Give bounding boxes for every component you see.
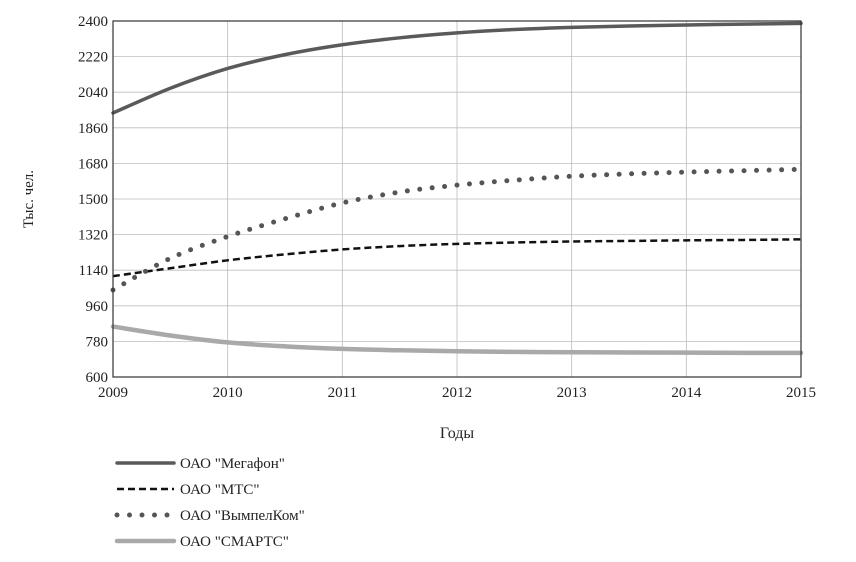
legend-item: ОАО "МТС" bbox=[117, 482, 260, 498]
grid bbox=[112, 20, 802, 378]
y-tick-label: 1500 bbox=[78, 192, 108, 208]
x-tick-label: 2013 bbox=[557, 385, 587, 401]
x-tick-label: 2009 bbox=[98, 385, 128, 401]
legend-label: ОАО "МТС" bbox=[180, 482, 260, 498]
plot-frame bbox=[112, 20, 802, 378]
series-line-1 bbox=[111, 21, 803, 115]
legend: ОАО "Мегафон" ОАО "МТС" ОАО "ВымпелКом" ОАО… bbox=[114, 456, 305, 550]
y-axis-ticks: 600 780 960 1140 1320 1500 1680 1860 2040 2220 240… bbox=[78, 14, 108, 386]
x-tick-label: 2010 bbox=[213, 385, 243, 401]
x-tick-label: 2011 bbox=[328, 385, 357, 401]
x-tick-label: 2012 bbox=[442, 385, 472, 401]
x-axis-ticks: 2009 2010 2011 2012 2013 2014 2015 bbox=[98, 385, 816, 401]
y-tick-label: 1320 bbox=[78, 228, 108, 244]
x-tick-label: 2014 bbox=[671, 385, 702, 401]
series-lines bbox=[110, 21, 804, 356]
x-axis-label: Годы bbox=[440, 425, 475, 442]
y-tick-label: 2040 bbox=[78, 85, 108, 101]
legend-item: ОАО "СМАРТС" bbox=[114, 534, 289, 550]
legend-label: ОАО "Мегафон" bbox=[180, 456, 285, 472]
y-tick-label: 780 bbox=[86, 334, 109, 350]
y-tick-label: 2220 bbox=[78, 50, 108, 66]
legend-item: ОАО "ВымпелКом" bbox=[114, 508, 305, 524]
y-tick-label: 1860 bbox=[78, 121, 108, 137]
series-line-3 bbox=[110, 166, 804, 293]
y-tick-label: 1140 bbox=[79, 263, 108, 279]
legend-item: ОАО "Мегафон" bbox=[115, 456, 285, 472]
legend-label: ОАО "СМАРТС" bbox=[180, 534, 289, 550]
y-tick-label: 960 bbox=[86, 299, 109, 315]
y-tick-label: 600 bbox=[86, 370, 109, 386]
y-axis-label: Тыс. чел. bbox=[21, 170, 37, 228]
x-tick-label: 2015 bbox=[786, 385, 816, 401]
legend-label: ОАО "ВымпелКом" bbox=[180, 508, 305, 524]
y-tick-label: 1680 bbox=[78, 156, 108, 172]
series-line-4 bbox=[110, 324, 804, 356]
y-tick-label: 2400 bbox=[78, 14, 108, 30]
series-line-2 bbox=[112, 238, 802, 278]
